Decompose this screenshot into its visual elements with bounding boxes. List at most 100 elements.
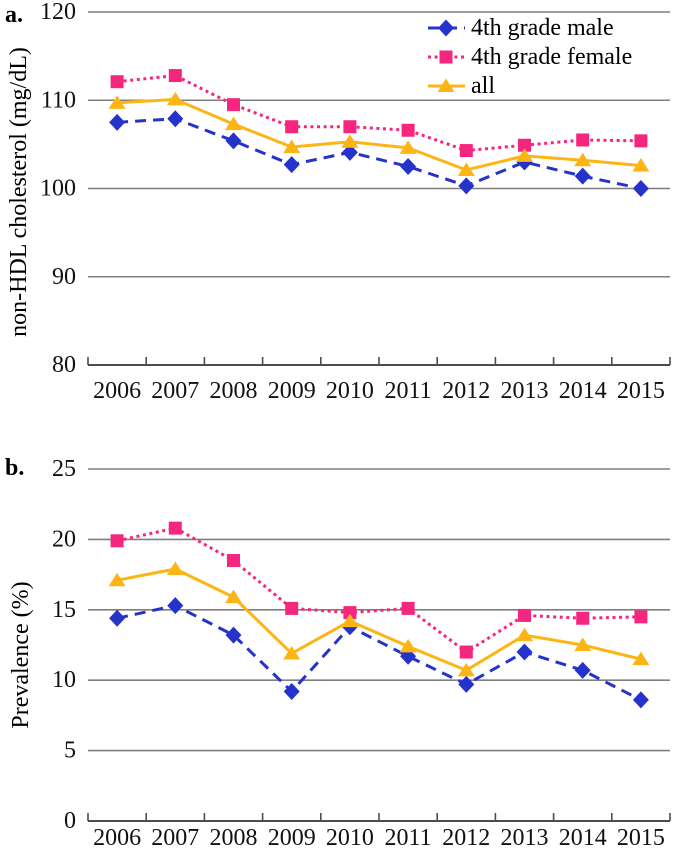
y-tick-label: 20 (52, 526, 76, 552)
panel-b-y-axis-title: Prevalence (%) (8, 581, 34, 729)
panel-a-y-axis-title: non-HDL cholesterol (mg/dL) (6, 47, 32, 337)
series-male-marker (283, 682, 300, 700)
legend-item-female: 4th grade female (428, 42, 632, 71)
x-tick-label: 2013 (501, 378, 549, 404)
series-female-marker (518, 138, 531, 152)
x-tick-label: 2014 (559, 825, 607, 851)
series-male-marker (574, 661, 591, 679)
series-line-all (117, 97, 642, 172)
series-female-marker (110, 534, 124, 548)
series-all-marker (516, 627, 533, 642)
x-tick-label: 2010 (326, 825, 374, 851)
y-tick-label: 100 (40, 176, 76, 202)
x-tick-label: 2008 (210, 378, 258, 404)
y-tick-label: 90 (52, 264, 76, 290)
y-tick-label: 10 (52, 667, 76, 693)
y-tick-label: 0 (64, 808, 76, 834)
legend-item-male: 4th grade male (428, 13, 632, 42)
series-female-marker (518, 608, 531, 622)
series-all-marker (399, 638, 417, 653)
legend-female-swatch-icon (428, 50, 465, 63)
legend-male-swatch-icon (428, 19, 465, 36)
series-male-marker (167, 597, 184, 615)
x-tick-label: 2009 (268, 378, 316, 404)
x-tick-label: 2009 (268, 825, 316, 851)
series-female-marker (168, 521, 182, 535)
series-all-marker (225, 589, 242, 604)
series-female-marker (459, 645, 473, 659)
series-male-marker (458, 177, 475, 195)
x-tick-label: 2015 (617, 825, 665, 851)
series-male-marker (225, 626, 242, 644)
y-tick-label: 15 (52, 597, 76, 623)
series-all-marker (516, 148, 533, 162)
legend-female-marker-icon (439, 50, 453, 63)
series-all-marker (108, 572, 126, 587)
y-tick-label: 25 (52, 456, 76, 482)
series-female-marker (227, 98, 240, 112)
y-tick-label: 80 (52, 352, 76, 378)
legend-item-label: all (471, 72, 495, 99)
series-male-marker (109, 609, 126, 627)
series-all-marker (341, 134, 359, 148)
series-all-marker (108, 95, 126, 109)
series-female-marker (285, 120, 299, 134)
series-male-marker (574, 167, 591, 185)
series-all-marker (166, 561, 184, 575)
series-line-all (116, 567, 642, 673)
y-tick-label: 5 (64, 738, 76, 764)
y-tick-label: 120 (40, 0, 76, 25)
series-female-marker (401, 601, 415, 615)
legend: 4th grade male 4th grade female all (428, 13, 632, 100)
x-tick-label: 2006 (93, 825, 141, 851)
x-tick-label: 2011 (385, 378, 432, 404)
x-tick-label: 2013 (501, 825, 549, 851)
legend-all-swatch-icon (428, 78, 465, 92)
series-male-marker (516, 643, 533, 661)
series-all-marker (632, 158, 650, 172)
series-female-marker (168, 69, 182, 83)
x-tick-label: 2012 (442, 825, 490, 851)
series-male-marker (458, 675, 475, 693)
x-tick-label: 2007 (151, 378, 199, 404)
series-all-marker (283, 645, 301, 660)
series-female-marker (634, 610, 648, 624)
x-tick-label: 2006 (93, 378, 141, 404)
series-all-marker (283, 139, 301, 154)
series-line-male (116, 603, 642, 702)
series-all-marker (632, 651, 650, 666)
y-tick-label: 110 (41, 87, 76, 113)
series-female-marker (343, 606, 357, 620)
series-all-marker (225, 116, 242, 131)
series-male-marker (632, 180, 649, 197)
series-male-marker (400, 157, 417, 175)
series-female-marker (459, 144, 473, 158)
x-tick-label: 2011 (385, 825, 432, 851)
series-all-marker (574, 637, 592, 651)
legend-all-marker-icon (437, 78, 455, 92)
series-line-male (117, 117, 642, 190)
series-female-marker (634, 134, 648, 148)
series-all-marker (457, 162, 475, 176)
legend-item-label: 4th grade male (471, 14, 614, 41)
panel-a-plot: 120 110 100 90 80 2006 2007 2008 2009 2010 2011 201… (40, 0, 671, 404)
series-male-marker (167, 110, 184, 128)
series-female-marker (343, 120, 357, 134)
x-tick-label: 2014 (559, 378, 607, 404)
series-all-marker (399, 140, 417, 154)
legend-male-marker-icon (438, 19, 454, 36)
panel-a-label: a. (5, 2, 23, 28)
series-female-marker (576, 133, 590, 147)
series-line-female (116, 74, 641, 153)
series-male-marker (632, 691, 649, 709)
x-tick-label: 2012 (442, 378, 490, 404)
series-female-marker (401, 123, 415, 137)
series-line-female (116, 526, 641, 654)
series-all-marker (574, 152, 592, 167)
series-male-marker (283, 156, 300, 174)
series-all-marker (341, 613, 359, 628)
panel-b-label: b. (5, 455, 25, 481)
x-tick-label: 2008 (210, 825, 258, 851)
